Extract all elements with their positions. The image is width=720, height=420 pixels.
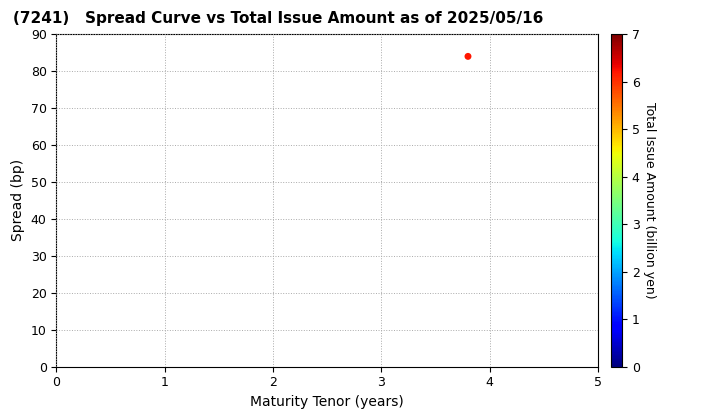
- Y-axis label: Total Issue Amount (billion yen): Total Issue Amount (billion yen): [644, 102, 657, 299]
- Y-axis label: Spread (bp): Spread (bp): [11, 159, 25, 242]
- Point: [462, 53, 474, 60]
- Text: (7241)   Spread Curve vs Total Issue Amount as of 2025/05/16: (7241) Spread Curve vs Total Issue Amoun…: [13, 11, 544, 26]
- X-axis label: Maturity Tenor (years): Maturity Tenor (years): [251, 395, 404, 409]
